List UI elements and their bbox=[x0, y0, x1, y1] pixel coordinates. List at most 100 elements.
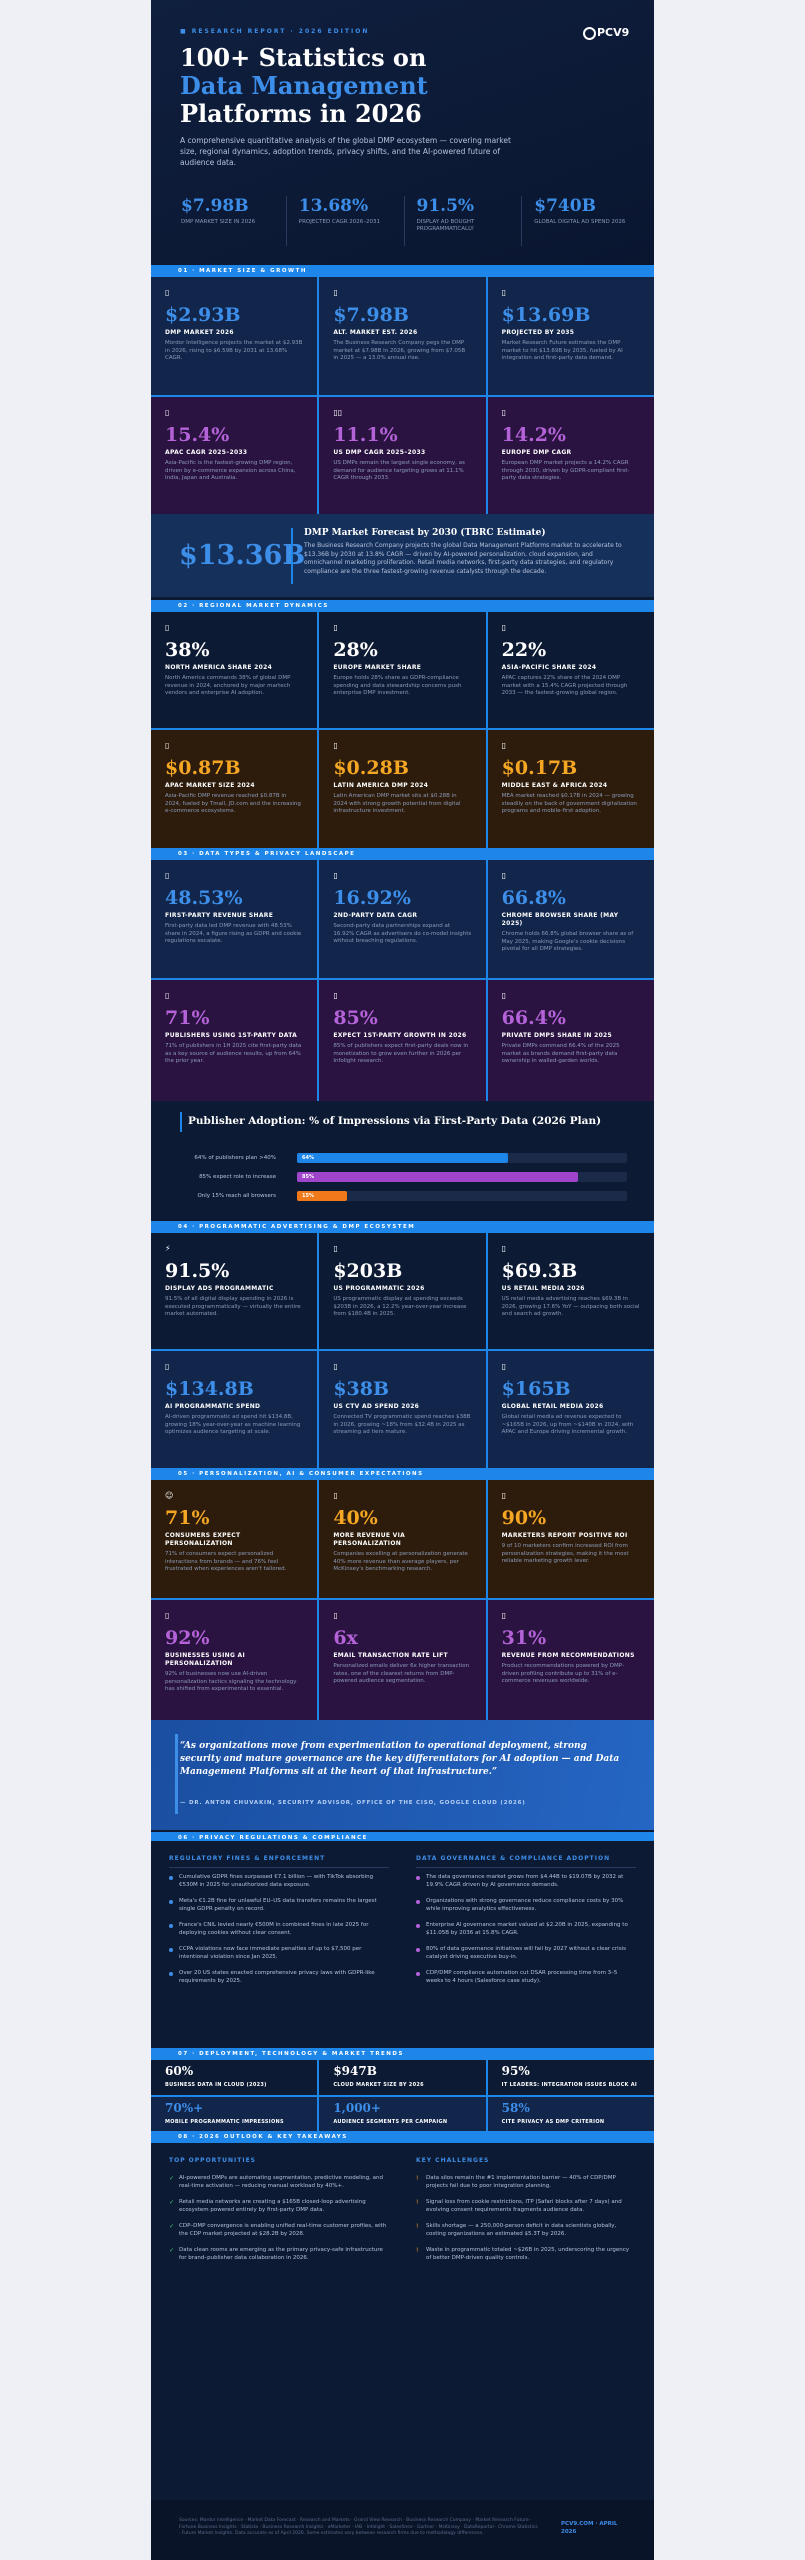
bullet-dot-icon bbox=[416, 1972, 420, 1976]
stat-card: ▯ $0.87B APAC MARKET SIZE 2024 Asia-Pacific… bbox=[151, 730, 318, 848]
stat-card-icon: ▯ bbox=[165, 871, 170, 880]
adoption-row: 85% expect role to increase 85% bbox=[151, 1170, 654, 1184]
stat-card: ▯ 38% NORTH AMERICA SHARE 2024 North Americ… bbox=[151, 612, 318, 728]
report-page: ■ RESEARCH REPORT · 2026 EDITION PCV9 10… bbox=[151, 0, 654, 2560]
stat-description: Latin American DMP market sits at $0.28B… bbox=[333, 793, 461, 814]
stat-description: 92% of businesses now use AI-driven pers… bbox=[165, 1671, 297, 1692]
list-item: France's CNIL levied nearly €500M in com… bbox=[169, 1922, 389, 1937]
forecast-value: $13.36B bbox=[179, 540, 306, 571]
stat-title: GLOBAL RETAIL MEDIA 2026 bbox=[501, 1403, 604, 1410]
stat-value: $0.87B bbox=[165, 757, 241, 779]
adoption-row: Only 15% reach all browsers 15% bbox=[151, 1189, 654, 1203]
stat-description: 9 of 10 marketers confirm increased ROI … bbox=[501, 1543, 629, 1564]
stat-description: North America commands 38% of global DMP… bbox=[165, 675, 291, 696]
list-item: CDP/DMP compliance automation cut DSAR p… bbox=[416, 1970, 636, 1985]
grid-regional: ▯ 38% NORTH AMERICA SHARE 2024 North Americ… bbox=[151, 612, 654, 848]
kpi-value: 13.68% bbox=[298, 196, 369, 216]
stat-card-icon: ▯ bbox=[165, 408, 170, 417]
quote-author: — DR. ANTON CHUVAKIN, SECURITY ADVISOR, … bbox=[180, 1800, 526, 1806]
fines-heading: REGULATORY FINES & ENFORCEMENT bbox=[169, 1855, 389, 1868]
kpi-value: 91.5% bbox=[416, 196, 475, 216]
list-item-text: 80% of data governance initiatives will … bbox=[426, 1946, 626, 1960]
stat-description: Product recommendations powered by DMP-d… bbox=[501, 1663, 624, 1684]
list-item: Cumulative GDPR fines surpassed €7.1 bil… bbox=[169, 1874, 389, 1889]
stat-card: ▯ 22% ASIA-PACIFIC SHARE 2024 APAC captures… bbox=[487, 612, 654, 728]
stat-title: PUBLISHERS USING 1ST-PARTY DATA bbox=[165, 1032, 298, 1039]
stat-description: MEA market reached $0.17B in 2024 — grow… bbox=[501, 793, 637, 814]
kpi-value: $740B bbox=[534, 196, 596, 216]
stat-card-icon: ▯▯ bbox=[333, 408, 343, 417]
stat-description: Asia-Pacific is the fastest-growing DMP … bbox=[165, 460, 296, 481]
stat-description: US retail media advertising reaches $69.… bbox=[501, 1296, 640, 1317]
stat-card-icon: ▯ bbox=[165, 623, 170, 632]
stat-title: US RETAIL MEDIA 2026 bbox=[501, 1285, 585, 1292]
check-icon: ✓ bbox=[169, 2247, 175, 2254]
stat-title: MARKETERS REPORT POSITIVE ROI bbox=[501, 1532, 628, 1539]
stat-card-icon: ▯ bbox=[165, 1362, 170, 1371]
stat-card-icon: ▯ bbox=[333, 871, 338, 880]
stat-title: APAC MARKET SIZE 2024 bbox=[165, 782, 255, 789]
stat-value: 22% bbox=[501, 639, 547, 661]
hero-kpi: $7.98B DMP MARKET SIZE IN 2026 bbox=[169, 196, 286, 246]
grid-deployment: ☁60%BUSINESS DATA IN CLOUD (2023)60% of … bbox=[151, 2060, 654, 2131]
stat-card: ▯ $2.93B DMP MARKET 2026 Mordor Intelligenc… bbox=[151, 277, 318, 395]
stat-card: ▯ 15.4% APAC CAGR 2025–2033 Asia-Pacific is… bbox=[151, 397, 318, 515]
stat-description: 85% of publishers expect first-party dea… bbox=[333, 1043, 469, 1064]
stat-card: ▯1,000+AUDIENCE SEGMENTS PER CAMPAIGNDSP… bbox=[319, 2097, 486, 2131]
footer-brand[interactable]: PCV9.COM · APRIL 2026 bbox=[561, 2520, 617, 2536]
grid-personalization: ☺ 71% CONSUMERS EXPECT PERSONALIZATION 71% … bbox=[151, 1480, 654, 1720]
adoption-row: 64% of publishers plan >40% 64% bbox=[151, 1151, 654, 1165]
brand-logo[interactable]: PCV9 bbox=[583, 26, 629, 40]
stat-value: 90% bbox=[501, 1507, 547, 1529]
stat-card: ▯ 14.2% EUROPE DMP CAGR European DMP market… bbox=[487, 397, 654, 515]
stat-card-icon: ▯ bbox=[165, 288, 170, 297]
stat-value: $69.3B bbox=[501, 1260, 578, 1282]
list-item-text: Over 20 US states enacted comprehensive … bbox=[179, 1970, 375, 1984]
kpi-label: GLOBAL DIGITAL AD SPEND 2026 bbox=[534, 219, 626, 225]
stat-title: US PROGRAMMATIC 2026 bbox=[333, 1285, 425, 1292]
stat-value: 92% bbox=[165, 1627, 210, 1649]
stat-title: PROJECTED BY 2035 bbox=[501, 329, 575, 336]
stat-description: Market Research Future estimates the DMP… bbox=[501, 340, 623, 361]
check-icon: ✓ bbox=[169, 2199, 175, 2206]
stat-card: ▯ 90% MARKETERS REPORT POSITIVE ROI 9 of 10… bbox=[487, 1480, 654, 1598]
adoption-title-bar bbox=[180, 1112, 182, 1132]
list-item: ✓ AI-powered DMPs are automating segmenta… bbox=[169, 2175, 389, 2190]
adoption-track: 85% bbox=[297, 1172, 627, 1182]
stat-title: APAC CAGR 2025–2033 bbox=[165, 449, 248, 456]
bullet-dot-icon bbox=[416, 1948, 420, 1952]
section-header-outlook: 08 · 2026 OUTLOOK & KEY TAKEAWAYS bbox=[151, 2131, 654, 2143]
stat-card: ▯ $203B US PROGRAMMATIC 2026 US programmati… bbox=[319, 1233, 486, 1349]
stat-description: 71% of consumers expect personalized int… bbox=[165, 1551, 287, 1572]
stat-card: ▯ 92% BUSINESSES USING AI PERSONALIZATION 9… bbox=[151, 1600, 318, 1720]
stat-value: $7.98B bbox=[333, 304, 409, 326]
list-item: ✓ CDP–DMP convergence is enabling unified… bbox=[169, 2223, 389, 2238]
stat-card: ▯70%+MOBILE PROGRAMMATIC IMPRESSIONSOver… bbox=[151, 2097, 318, 2131]
grid-data-types: ▯ 48.53% FIRST-PARTY REVENUE SHARE First-pa… bbox=[151, 860, 654, 1101]
stat-title: PRIVATE DMPS SHARE IN 2025 bbox=[501, 1032, 612, 1039]
section-header-regional: 02 · REGIONAL MARKET DYNAMICS bbox=[151, 600, 654, 612]
stat-value: $203B bbox=[333, 1260, 403, 1282]
stat-title: MORE REVENUE VIA PERSONALIZATION bbox=[333, 1532, 406, 1547]
check-icon: ✓ bbox=[169, 2223, 175, 2230]
stat-card-icon: ▯ bbox=[165, 991, 170, 1000]
list-item-text: CDP/DMP compliance automation cut DSAR p… bbox=[426, 1970, 618, 1984]
adoption-bar: 64% bbox=[297, 1153, 509, 1163]
list-item: Meta's €1.2B fine for unlawful EU–US dat… bbox=[169, 1898, 389, 1913]
stat-card: ▯95%IT LEADERS: INTEGRATION ISSUES BLOCK… bbox=[487, 2060, 654, 2095]
stat-value: $165B bbox=[501, 1378, 571, 1400]
logo-ring-icon bbox=[583, 26, 596, 40]
stat-card: ▯ $13.69B PROJECTED BY 2035 Market Research… bbox=[487, 277, 654, 395]
stat-value: 91.5% bbox=[165, 1260, 230, 1282]
list-item-text: Retail media networks are creating a $16… bbox=[179, 2199, 366, 2213]
stat-card: ☺ 71% CONSUMERS EXPECT PERSONALIZATION 71% … bbox=[151, 1480, 318, 1598]
governance-heading: DATA GOVERNANCE & COMPLIANCE ADOPTION bbox=[416, 1855, 636, 1868]
stat-title: REVENUE FROM RECOMMENDATIONS bbox=[501, 1652, 635, 1659]
stat-title: BUSINESS DATA IN CLOUD (2023) bbox=[165, 2082, 267, 2088]
list-item: Over 20 US states enacted comprehensive … bbox=[169, 1970, 389, 1985]
title-line-2: Data Management bbox=[180, 71, 428, 100]
section-header-data-types: 03 · DATA TYPES & PRIVACY LANDSCAPE bbox=[151, 848, 654, 860]
warning-icon: ! bbox=[416, 2223, 419, 2230]
adoption-track: 64% bbox=[297, 1153, 627, 1163]
adoption-bar: 15% bbox=[297, 1191, 347, 1201]
